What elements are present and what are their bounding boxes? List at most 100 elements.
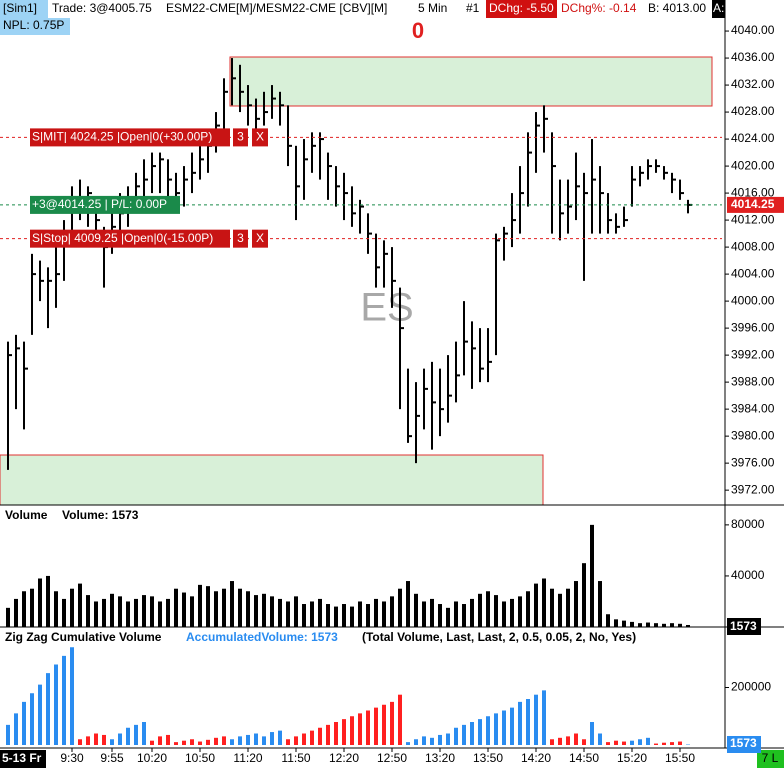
volume-bar (358, 713, 362, 745)
volume-bar (286, 601, 290, 627)
volume-bar (558, 737, 562, 745)
volume-bar (574, 581, 578, 627)
y-tick-label: 3976.00 (731, 455, 775, 469)
y-tick-label: 4012.00 (731, 212, 775, 226)
volume-bar (510, 707, 514, 745)
volume-bar (214, 737, 218, 745)
volume-bar (326, 724, 330, 745)
volume-bar (518, 701, 522, 745)
volume-bar (222, 588, 226, 627)
x-tick-label: 11:20 (233, 751, 262, 765)
volume-bar (302, 604, 306, 627)
volume-bar (438, 734, 442, 745)
volume-bar (366, 710, 370, 745)
order-cancel[interactable]: X (256, 130, 264, 144)
volume-bar (190, 739, 194, 745)
volume-bar (62, 598, 66, 627)
y-tick-label: 4040.00 (731, 23, 775, 37)
volume-bar (598, 733, 602, 745)
volume-bar (254, 733, 258, 745)
volume-bar (670, 742, 674, 745)
volume-bar (270, 732, 274, 745)
y-tick-label: 4004.00 (731, 266, 775, 280)
volume-bar (14, 598, 18, 627)
volume-bar (246, 591, 250, 627)
volume-bar (406, 581, 410, 627)
volume-bar (430, 598, 434, 627)
volume-bar (286, 739, 290, 745)
volume-bar (590, 722, 594, 745)
volume-bar (126, 601, 130, 627)
y-tick-label: 4000.00 (731, 293, 775, 307)
volume-bar (614, 619, 618, 627)
volume-bar (454, 601, 458, 627)
volume-bar (582, 739, 586, 745)
y-tick-label: 4028.00 (731, 104, 775, 118)
volume-bar (486, 716, 490, 745)
volume-bar (414, 593, 418, 627)
x-tick-label: 14:50 (569, 751, 599, 765)
volume-bar (102, 598, 106, 627)
volume-title: Volume (5, 508, 48, 522)
volume-bar (350, 606, 354, 627)
volume-bar (166, 734, 170, 745)
volume-bar (310, 730, 314, 745)
volume-bar (470, 598, 474, 627)
volume-bar (46, 575, 50, 627)
y-tick-label: 4036.00 (731, 50, 775, 64)
volume-bar (678, 741, 682, 745)
supply-zone (229, 56, 713, 107)
volume-bar (630, 740, 634, 745)
volume-bar (110, 593, 114, 627)
volume-bar (558, 593, 562, 627)
volume-bar (86, 595, 90, 627)
volume-bar (350, 716, 354, 745)
volume-bar (30, 693, 34, 745)
volume-bar (54, 591, 58, 627)
volume-bar (526, 699, 530, 745)
volume-bar (46, 673, 50, 745)
volume-bar (326, 604, 330, 627)
volume-bar (62, 655, 66, 745)
volume-bar (654, 623, 658, 627)
volume-bar (342, 719, 346, 745)
volume-bar (38, 684, 42, 745)
volume-bar (110, 739, 114, 745)
volume-bar (134, 598, 138, 627)
account: [Sim1] (3, 1, 37, 15)
npl-bg (0, 18, 70, 35)
date-label: 5-13 Fr (2, 751, 42, 765)
volume-bar (606, 614, 610, 627)
y-tick-label: 3972.00 (731, 482, 775, 496)
order-qty: 3 (237, 231, 244, 245)
order-qty-bg (233, 128, 248, 147)
order-cancel[interactable]: X (256, 231, 264, 245)
volume-bar (542, 690, 546, 745)
volume-bar (102, 734, 106, 745)
chart-number: #1 (466, 1, 480, 15)
volume-bar (526, 591, 530, 627)
y-tick-label: 3980.00 (731, 428, 775, 442)
volume-bar (550, 588, 554, 627)
volume-bar (334, 722, 338, 745)
date-label-bg (0, 750, 46, 768)
zigzag-value: AccumulatedVolume: 1573 (186, 630, 338, 644)
volume-bar (206, 586, 210, 627)
volume-bar (318, 727, 322, 745)
x-tick-label: 14:20 (521, 751, 551, 765)
volume-bar (174, 588, 178, 627)
order-cancel-bg[interactable] (252, 229, 268, 248)
volume-bar (486, 591, 490, 627)
volume-bar (382, 601, 386, 627)
volume-bar (262, 736, 266, 745)
volume-bar (182, 592, 186, 627)
zigzag-params: (Total Volume, Last, Last, 2, 0.5, 0.05,… (362, 630, 636, 644)
volume-bar (502, 601, 506, 627)
order-cancel-bg[interactable] (252, 128, 268, 147)
volume-bar (270, 596, 274, 627)
status: 7 L (762, 751, 779, 765)
dchg-pct: DChg%: -0.14 (561, 1, 637, 15)
volume-bar (374, 707, 378, 745)
volume-bar (70, 647, 74, 745)
